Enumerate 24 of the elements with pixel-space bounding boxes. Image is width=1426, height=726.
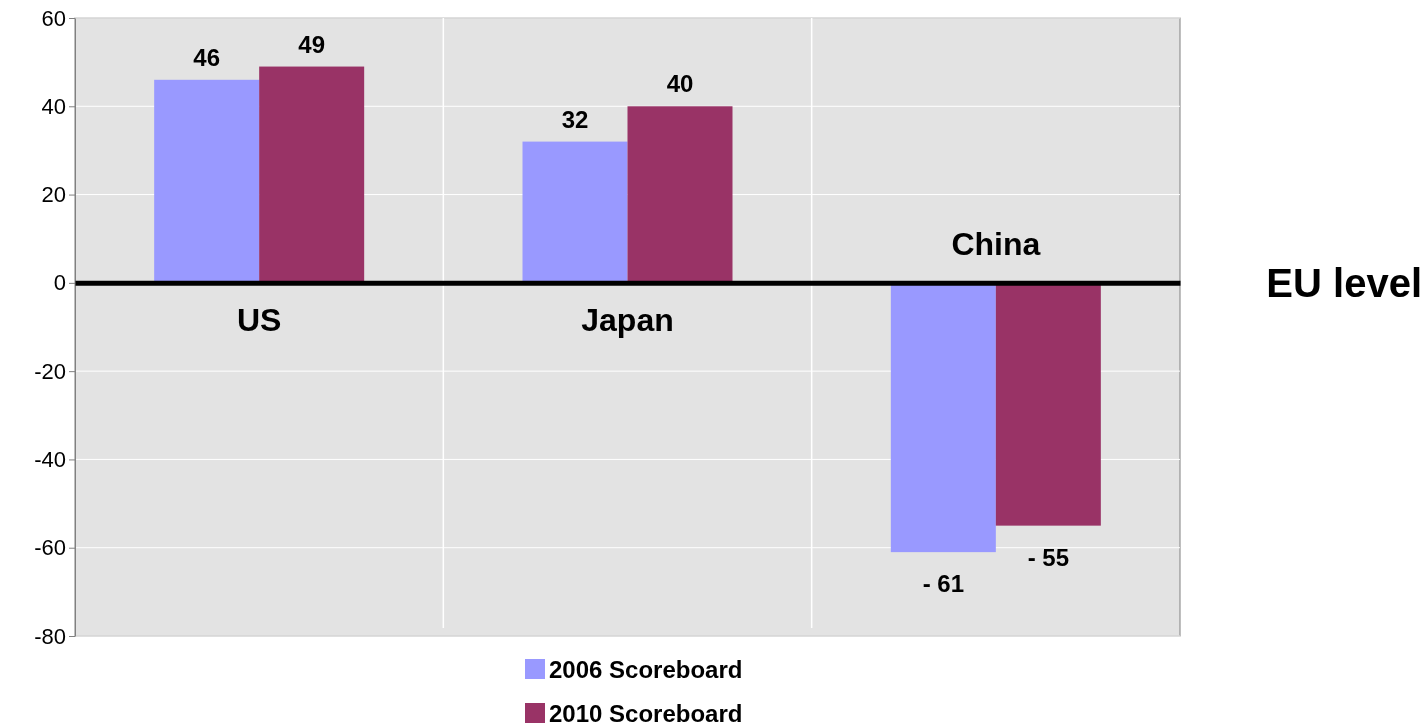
y-tick-label: -60	[34, 535, 66, 561]
y-tick-label: 60	[41, 5, 66, 31]
y-tick-label: 20	[41, 182, 66, 208]
data-label: - 61	[922, 570, 965, 598]
y-tick-label: 0	[53, 270, 66, 296]
data-label: 32	[561, 105, 589, 133]
y-tick-label: -40	[34, 446, 66, 472]
x-tick-label: US	[236, 301, 282, 338]
y-tick-label: -20	[34, 358, 66, 384]
y-tick-label: -80	[34, 623, 66, 649]
x-tick-label: China	[951, 225, 1041, 262]
legend-label: 2006 Scoreboard	[549, 656, 743, 683]
bar	[522, 141, 628, 283]
bar	[259, 66, 365, 283]
data-label: - 55	[1027, 543, 1070, 571]
x-tick-label: Japan	[581, 301, 674, 338]
bar	[627, 106, 733, 283]
y-tick-label: 40	[41, 93, 66, 119]
legend-label: 2010 Scoreboard	[549, 700, 743, 726]
data-label: 49	[298, 30, 326, 58]
bar	[154, 79, 260, 283]
data-label: 46	[193, 43, 221, 71]
text: EU level	[1266, 260, 1422, 305]
data-label: 40	[666, 70, 694, 98]
